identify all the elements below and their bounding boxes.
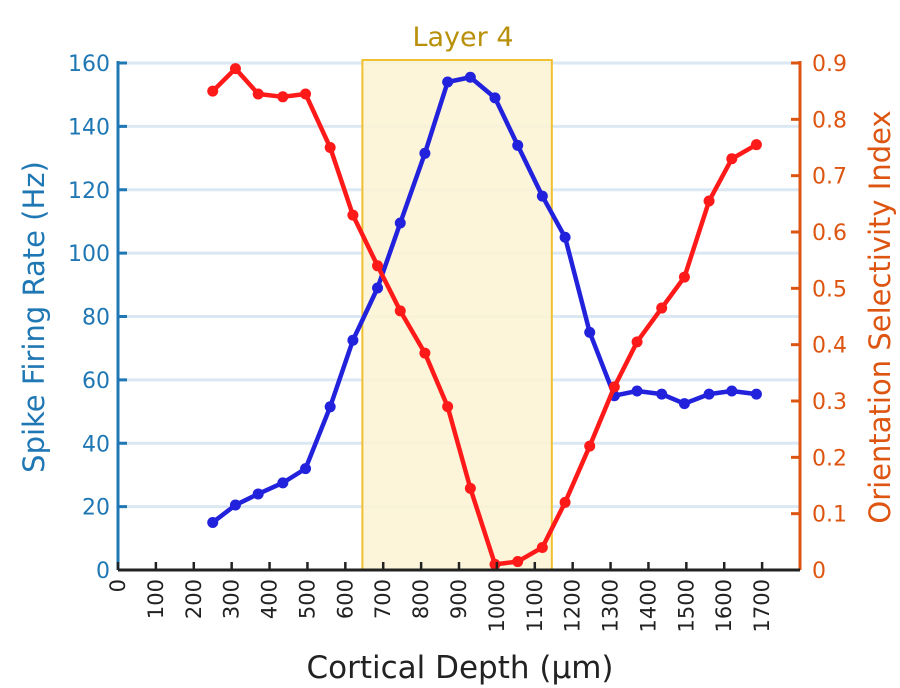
x-tick-label: 200 <box>182 579 206 619</box>
firing-rate-point <box>394 217 406 229</box>
osi-point <box>584 440 596 452</box>
x-tick-label: 1500 <box>674 579 698 632</box>
series-layer <box>207 63 762 570</box>
osi-point <box>324 142 336 153</box>
firing-rate-point <box>442 76 454 88</box>
left-tick-label: 60 <box>82 369 110 394</box>
osi-point <box>559 496 571 508</box>
firing-rate-point <box>631 385 643 397</box>
osi-point <box>678 271 690 283</box>
firing-rate-point <box>489 92 501 104</box>
right-tick-label: 0.6 <box>812 221 847 246</box>
firing-rate-point <box>536 190 548 202</box>
x-tick-label: 1100 <box>523 579 547 632</box>
x-tick-label: 100 <box>144 579 168 619</box>
x-axis-label: Cortical Depth (μm) <box>306 650 613 686</box>
osi-point <box>656 302 668 314</box>
x-tick-label: 1300 <box>599 579 623 632</box>
x-tick-label: 700 <box>371 579 395 619</box>
left-tick-label: 120 <box>68 179 110 204</box>
osi-point <box>207 85 219 97</box>
x-tick-label: 1600 <box>712 579 736 632</box>
right-tick-label: 0.2 <box>812 446 847 471</box>
osi-point <box>750 139 762 151</box>
firing-rate-point <box>207 516 219 528</box>
osi-point <box>347 209 359 221</box>
osi-point <box>419 347 431 359</box>
firing-rate-point <box>512 139 524 151</box>
highlight-label: Layer 4 <box>412 22 513 53</box>
osi-point <box>394 305 406 317</box>
right-tick-label: 0.1 <box>812 503 847 528</box>
left-tick-label: 100 <box>68 242 110 267</box>
firing-rate-point <box>300 463 312 475</box>
firing-rate-point <box>419 147 431 159</box>
x-tick-label: 500 <box>295 579 319 619</box>
osi-point <box>489 558 501 570</box>
left-tick-label: 140 <box>68 115 110 140</box>
x-tick-label: 900 <box>447 579 471 619</box>
left-axis-label: Spike Firing Rate (Hz) <box>17 161 51 473</box>
axes: 02040608010012014016000.10.20.30.40.50.6… <box>68 52 847 632</box>
firing-rate-point <box>750 388 762 400</box>
osi-point <box>512 556 524 568</box>
right-tick-label: 0.7 <box>812 165 847 190</box>
x-tick-label: 1200 <box>561 579 585 632</box>
left-tick-label: 160 <box>68 52 110 77</box>
firing-rate-point <box>656 388 668 400</box>
x-tick-label: 300 <box>220 579 244 619</box>
osi-point <box>229 63 241 75</box>
osi-point <box>464 482 476 494</box>
right-tick-label: 0 <box>812 559 826 584</box>
osi-point <box>442 401 454 413</box>
osi-point <box>608 381 620 393</box>
x-tick-label: 0 <box>106 579 130 592</box>
right-axis-label: Orientation Selectivity Index <box>863 110 897 523</box>
left-tick-label: 40 <box>82 432 110 457</box>
x-tick-label: 800 <box>409 579 433 619</box>
left-tick-label: 80 <box>82 306 110 331</box>
firing-rate-point <box>464 71 476 83</box>
osi-point <box>372 260 384 272</box>
firing-rate-point <box>252 488 264 500</box>
left-tick-label: 20 <box>82 496 110 521</box>
osi-point <box>252 88 264 100</box>
right-tick-label: 0.4 <box>812 334 847 359</box>
firing-rate-point <box>229 499 241 511</box>
layer4-highlight <box>361 59 553 571</box>
osi-point <box>536 541 548 553</box>
right-tick-label: 0.9 <box>812 52 847 77</box>
osi-point <box>631 336 643 348</box>
firing-rate-point <box>678 398 690 410</box>
firing-rate-point <box>584 326 596 338</box>
left-tick-label: 0 <box>96 559 110 584</box>
osi-point <box>726 153 738 165</box>
highlight-band <box>361 59 553 571</box>
firing-rate-point <box>347 334 359 346</box>
right-tick-label: 0.8 <box>812 108 847 133</box>
osi-point <box>703 195 715 207</box>
osi-point <box>277 91 289 103</box>
x-tick-label: 1000 <box>485 579 509 632</box>
firing-rate-point <box>726 385 738 397</box>
firing-rate-point <box>277 477 289 489</box>
osi-point <box>300 88 312 100</box>
x-tick-label: 1700 <box>750 579 774 632</box>
firing-rate-point <box>324 401 336 413</box>
x-tick-label: 600 <box>333 579 357 619</box>
x-tick-label: 400 <box>258 579 282 619</box>
x-tick-label: 1400 <box>636 579 660 632</box>
firing-rate-point <box>703 388 715 400</box>
firing-rate-point <box>559 231 571 243</box>
firing-rate-point <box>372 282 384 294</box>
right-tick-label: 0.5 <box>812 277 847 302</box>
right-tick-label: 0.3 <box>812 390 847 415</box>
